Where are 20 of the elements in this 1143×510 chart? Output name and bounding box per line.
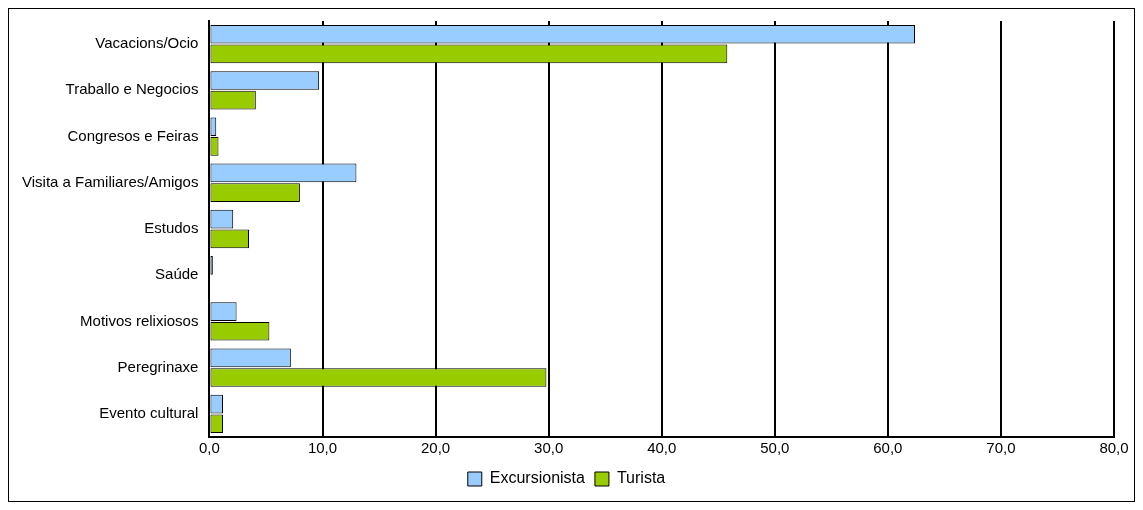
y-tick-label: Peregrinaxe [117,357,199,375]
y-tick-label: Estudos [144,219,199,237]
x-tick-label: 50,0 [760,439,790,457]
y-tick-label: Saúde [155,265,199,283]
y-tick-label: Motivos relixiosos [80,311,199,329]
x-tick-label: 0,0 [199,439,220,457]
y-tick-label: Congresos e Feiras [67,126,199,144]
x-tick-label: 40,0 [647,439,677,457]
legend-label: Turista [616,469,666,487]
legend-label: Excursionista [489,469,586,487]
y-tick-label: Visita a Familiares/Amigos [21,172,199,190]
x-tick-label: 80,0 [1099,439,1129,457]
x-tick-label: 70,0 [986,439,1016,457]
x-tick-label: 60,0 [873,439,903,457]
y-tick-label: Evento cultural [99,404,199,422]
x-tick-label: 20,0 [420,439,451,457]
x-tick-label: 30,0 [534,439,564,457]
y-tick-label: Traballo e Negocios [65,80,199,98]
x-tick-label: 10,0 [307,439,338,457]
y-tick-label: Vacacions/Ocio [95,34,199,52]
